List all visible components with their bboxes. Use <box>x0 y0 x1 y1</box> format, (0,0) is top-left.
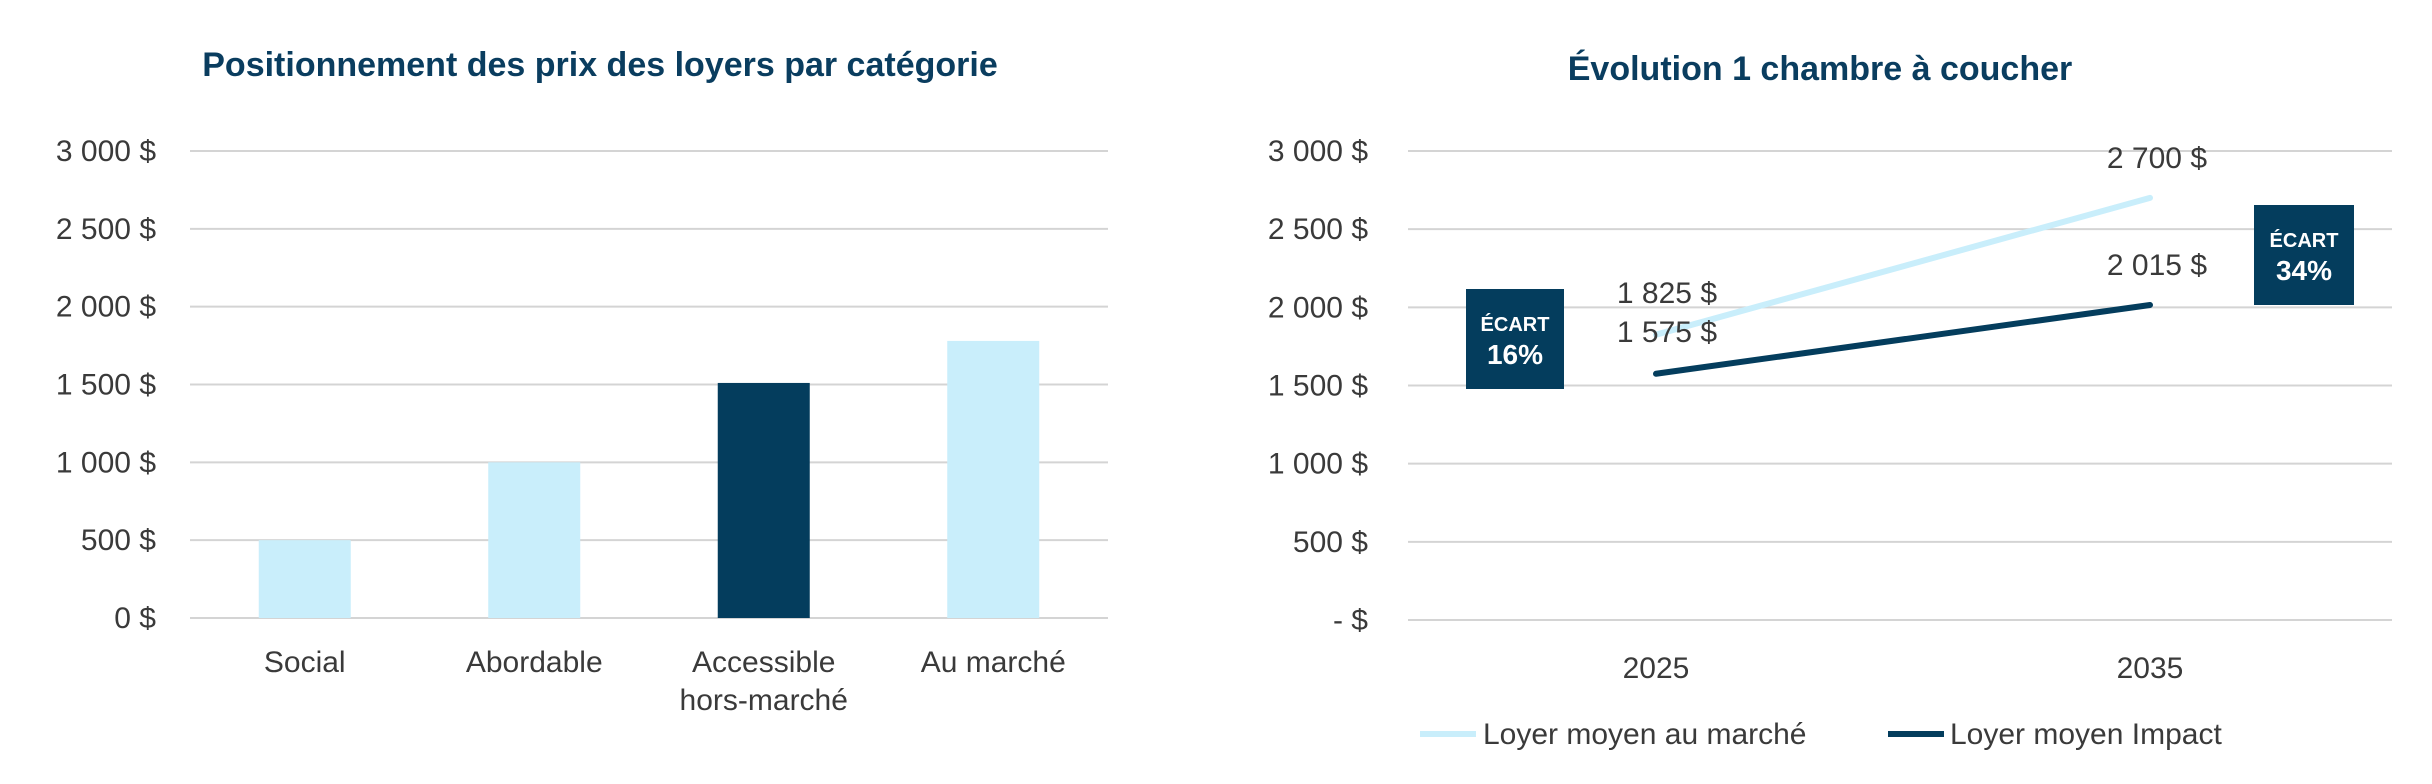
line-x-tick-label: 2025 <box>1623 652 1690 685</box>
line-y-tick-label: 1 500 $ <box>1268 370 1368 403</box>
ecart-badge <box>1466 289 1564 389</box>
line-chart-y-axis: - $ 500 $ 1 000 $ 1 500 $ 2 000 $ 2 500 $ 3 00… <box>1268 135 1368 637</box>
ecart-badge <box>2254 205 2354 305</box>
bar-y-tick-label: 500 $ <box>81 524 156 557</box>
series-line <box>1653 301 2153 377</box>
line-y-tick-label: 2 500 $ <box>1268 213 1368 246</box>
line-chart-annotations: ÉCART 16% ÉCART 34% <box>1466 205 2354 389</box>
bar-category-label: Au marché <box>921 646 1066 679</box>
line-x-tick-label: 2035 <box>2117 652 2184 685</box>
line-data-label: 2 015 $ <box>2107 249 2207 282</box>
bar <box>717 382 810 618</box>
legend-label: Loyer moyen Impact <box>1950 718 2222 751</box>
bar-chart-title: Positionnement des prix des loyers par c… <box>202 46 997 84</box>
line-data-label: 1 575 $ <box>1617 316 1717 349</box>
bar-chart-bars <box>258 340 1040 618</box>
bar-y-tick-label: 1 500 $ <box>56 369 156 402</box>
line-chart-gridlines <box>1408 150 2392 621</box>
line-y-tick-label: 3 000 $ <box>1268 135 1368 168</box>
series-line <box>1653 194 2153 338</box>
line-chart: Évolution 1 chambre à coucher - $ 500 $ 1 … <box>1268 50 2392 751</box>
bar-chart-y-axis: 0 $ 500 $ 1 000 $ 1 500 $ 2 000 $ 2 500 $ 3 00… <box>56 135 156 635</box>
bar-y-tick-label: 2 500 $ <box>56 213 156 246</box>
line-chart-legend: Loyer moyen au marché Loyer moyen Impact <box>1420 718 2222 751</box>
bar-y-tick-label: 3 000 $ <box>56 135 156 168</box>
line-y-tick-label: 500 $ <box>1293 526 1368 559</box>
ecart-badge-heading: ÉCART <box>1481 313 1550 336</box>
line-y-tick-label: 1 000 $ <box>1268 448 1368 481</box>
line-data-label: 2 700 $ <box>2107 142 2207 175</box>
line-y-tick-label: 2 000 $ <box>1268 291 1368 324</box>
bar <box>258 540 351 618</box>
bar-category-label: Social <box>264 646 346 679</box>
ecart-badge-value: 34% <box>2276 255 2332 286</box>
ecart-badge-value: 16% <box>1487 339 1543 370</box>
line-chart-data-labels: 1 825 $ 1 575 $ 2 700 $ 2 015 $ <box>1617 142 2207 349</box>
bar <box>947 340 1040 618</box>
bar-chart-x-axis: Social Abordable Accessible hors-marché Au m… <box>264 646 1066 717</box>
bar-chart: Positionnement des prix des loyers par c… <box>56 46 1108 717</box>
line-chart-title: Évolution 1 chambre à coucher <box>1568 50 2072 88</box>
bar-category-label: hors-marché <box>680 684 848 717</box>
line-chart-series <box>1653 194 2153 377</box>
bar-category-label: Accessible <box>692 646 835 679</box>
bar-y-tick-label: 1 000 $ <box>56 446 156 479</box>
bar-y-tick-label: 2 000 $ <box>56 291 156 324</box>
legend-label: Loyer moyen au marché <box>1483 718 1807 751</box>
line-data-label: 1 825 $ <box>1617 277 1717 310</box>
bar-category-label: Abordable <box>466 646 603 679</box>
ecart-badge-heading: ÉCART <box>2270 229 2339 252</box>
line-y-tick-label: - $ <box>1333 604 1368 637</box>
bar <box>488 462 581 618</box>
line-chart-x-axis: 2025 2035 <box>1623 652 2184 685</box>
bar-y-tick-label: 0 $ <box>114 602 156 635</box>
